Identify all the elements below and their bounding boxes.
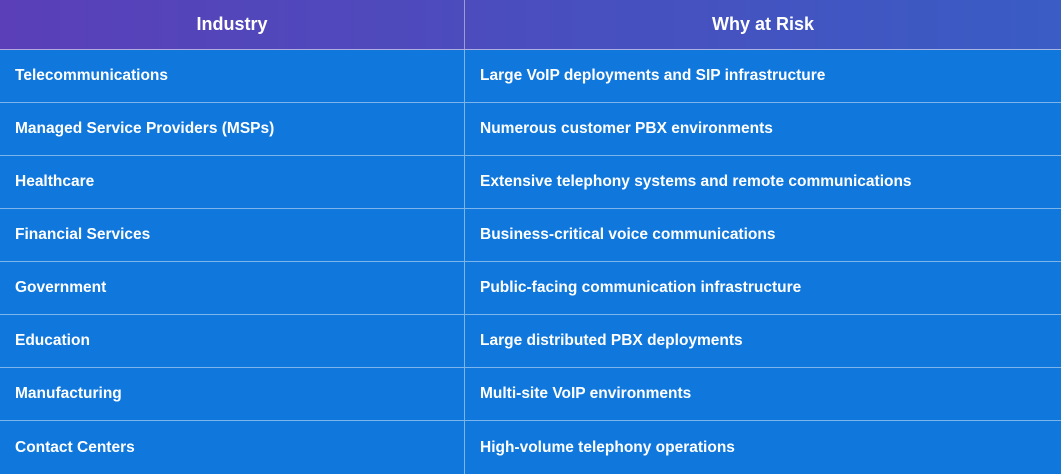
table-row: Telecommunications Large VoIP deployment… [0,50,1061,103]
industry-cell: Education [15,332,90,349]
table-header: Industry Why at Risk [0,0,1061,50]
industry-cell: Contact Centers [15,438,135,456]
risk-cell: Multi-site VoIP environments [464,368,1061,420]
industry-cell: Financial Services [15,226,151,243]
risk-cell: Numerous customer PBX environments [464,103,1061,155]
table-row: Contact Centers High-volume telephony op… [0,421,1061,474]
table-row: Healthcare Extensive telephony systems a… [0,156,1061,209]
industry-cell: Managed Service Providers (MSPs) [15,120,275,137]
table-body: Telecommunications Large VoIP deployment… [0,50,1061,474]
risk-cell: High-volume telephony operations [464,421,1061,474]
column-header-why-at-risk: Why at Risk [464,0,1061,49]
industry-cell: Telecommunications [15,67,169,84]
table-row: Education Large distributed PBX deployme… [0,315,1061,368]
risk-cell: Large VoIP deployments and SIP infrastru… [464,50,1061,102]
industry-cell: Manufacturing [15,385,122,402]
risk-cell: Business-critical voice communications [464,209,1061,261]
risk-cell: Large distributed PBX deployments [464,315,1061,367]
table-row: Managed Service Providers (MSPs) Numerou… [0,103,1061,156]
industry-cell: Government [15,279,107,296]
table-row: Manufacturing Multi-site VoIP environmen… [0,368,1061,421]
column-header-industry: Industry [196,14,268,34]
industry-cell: Healthcare [15,173,95,190]
table-row: Financial Services Business-critical voi… [0,209,1061,262]
risk-cell: Public-facing communication infrastructu… [464,262,1061,314]
table-row: Government Public-facing communication i… [0,262,1061,315]
risk-cell: Extensive telephony systems and remote c… [464,156,1061,208]
